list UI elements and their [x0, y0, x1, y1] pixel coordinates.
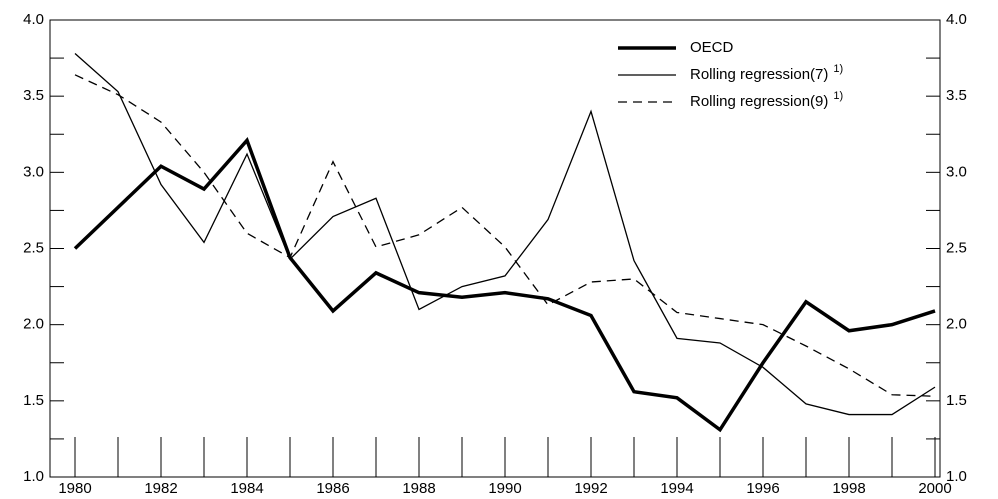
series-lines: [73, 53, 936, 433]
y2-tick-label: 2.5: [946, 239, 967, 256]
y2-tick-label: 3.0: [946, 163, 967, 180]
legend-label: Rolling regression(9) 1): [690, 90, 843, 110]
x-tick-label: 1982: [144, 480, 177, 497]
y2-tick-label: 1.0: [946, 468, 967, 485]
legend-note: 1): [833, 90, 843, 102]
y-tick-label: 2.5: [23, 239, 44, 256]
legend-name: OECD: [690, 39, 734, 56]
y-tick-label: 3.0: [23, 163, 44, 180]
x-tick-label: 1996: [746, 480, 779, 497]
x-tick-label: 1988: [402, 480, 435, 497]
y-tick-label: 2.0: [23, 316, 44, 333]
y2-tick-label: 2.0: [946, 316, 967, 333]
legend-name: Rolling regression(7): [690, 66, 828, 83]
legend-note: 1): [833, 63, 843, 75]
x-tick-label: 1980: [58, 480, 91, 497]
x-tick-label: 1994: [660, 480, 693, 497]
y-tick-label: 3.5: [23, 87, 44, 104]
series-line: [74, 53, 936, 416]
plot-frame: [49, 19, 941, 478]
y2-tick-label: 1.5: [946, 392, 967, 409]
x-tick-label: 1990: [488, 480, 521, 497]
y-tick-label: 1.5: [23, 392, 44, 409]
x-tick-label: 1998: [832, 480, 865, 497]
legend-label: OECD: [690, 39, 734, 56]
y2-tick-label: 4.0: [946, 11, 967, 28]
x-tick-label: 2000: [918, 480, 951, 497]
x-tick-label: 1984: [230, 480, 263, 497]
series-line: [74, 74, 936, 397]
legend-label: Rolling regression(7) 1): [690, 63, 843, 83]
y-tick-label: 4.0: [23, 11, 44, 28]
x-tick-label: 1986: [316, 480, 349, 497]
y-tick-label: 1.0: [23, 468, 44, 485]
axes: 1.0 1.0 1.5 1.5 2.0 2.0 2.5 2.5 3.0 3.0 3.5 3.5 4.0 4…: [23, 11, 967, 497]
x-tick-label: 1992: [574, 480, 607, 497]
legend-name: Rolling regression(9): [690, 93, 828, 110]
series-line: [73, 136, 936, 433]
y2-tick-label: 3.5: [946, 87, 967, 104]
